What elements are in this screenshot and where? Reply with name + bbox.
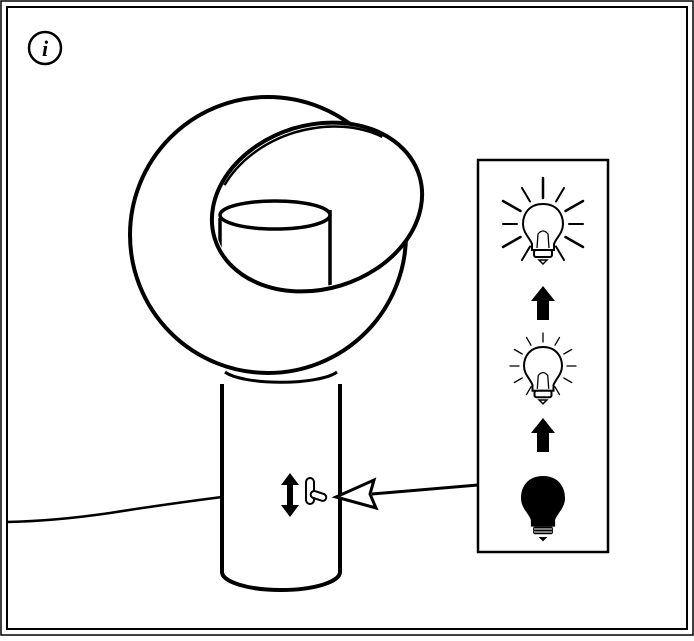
lamp-base	[222, 384, 340, 590]
power-cord	[7, 497, 222, 522]
pointer-arrow	[336, 480, 478, 508]
svg-text:i: i	[42, 36, 49, 61]
instruction-diagram: i	[0, 0, 694, 636]
legend-panel	[478, 160, 608, 552]
info-icon: i	[29, 32, 61, 64]
